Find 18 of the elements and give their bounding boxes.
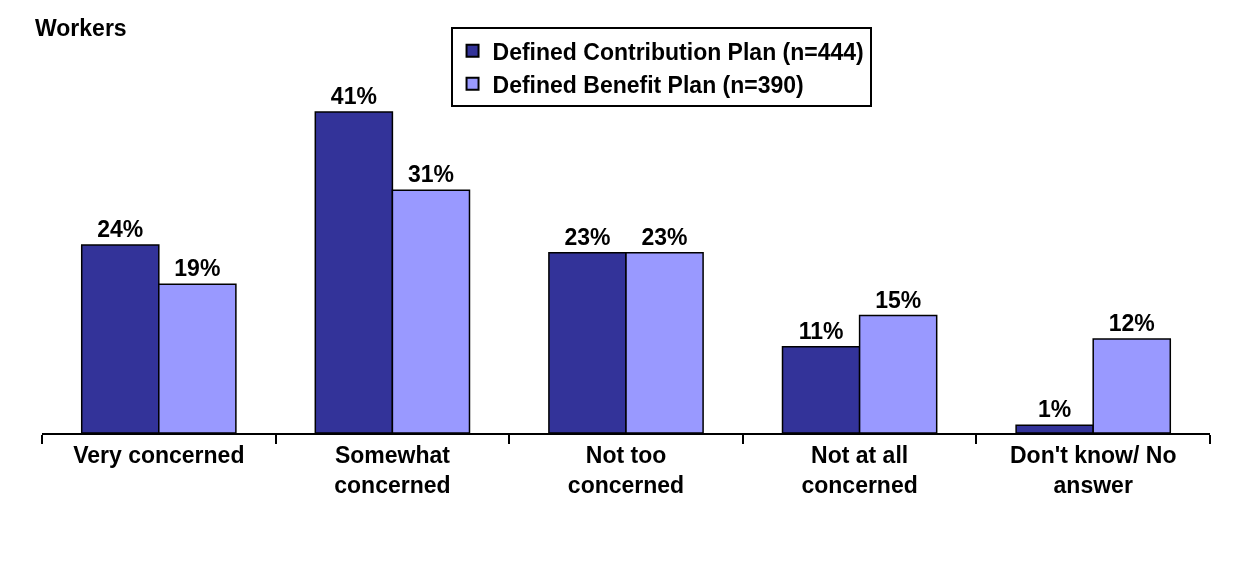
x-tick-label: Not too concerned — [567, 441, 685, 498]
data-label: 24% — [97, 216, 144, 243]
data-label: 11% — [798, 317, 844, 344]
data-label: 23% — [564, 223, 611, 250]
data-label: 41% — [330, 82, 377, 109]
data-label: 1% — [1038, 396, 1072, 423]
legend-label: Defined Contribution Plan (n=444) — [492, 38, 864, 65]
data-label: 15% — [875, 286, 922, 313]
data-label: 19% — [174, 255, 221, 282]
x-tick-label: Very concerned — [73, 441, 245, 468]
chart-title: Workers — [35, 15, 127, 42]
x-tick-label: Somewhat concerned — [334, 441, 451, 498]
x-tick-label: Not at all concerned — [801, 441, 918, 498]
legend-label: Defined Benefit Plan (n=390) — [492, 71, 804, 98]
data-label: 12% — [1108, 310, 1155, 337]
x-tick-label: Don't know/ No answer — [1009, 441, 1177, 498]
data-label: 23% — [641, 223, 688, 250]
data-label: 31% — [407, 161, 454, 188]
